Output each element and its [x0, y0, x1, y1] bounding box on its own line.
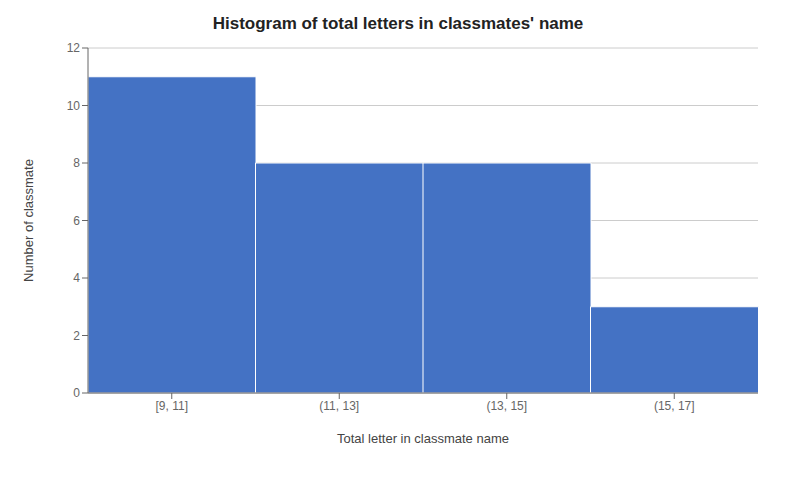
svg-text:Number of classmate: Number of classmate — [21, 159, 36, 282]
svg-text:4: 4 — [73, 271, 80, 285]
svg-text:(11, 13]: (11, 13] — [319, 399, 359, 413]
svg-text:Total letter in classmate name: Total letter in classmate name — [337, 431, 509, 446]
svg-text:10: 10 — [67, 99, 81, 113]
svg-text:12: 12 — [67, 41, 81, 55]
svg-text:6: 6 — [73, 214, 80, 228]
html-text:Histogram of total letters in: Histogram of total letters in classmates… — [212, 14, 584, 33]
svg-text:(13, 15]: (13, 15] — [486, 399, 527, 413]
svg-text:0: 0 — [73, 386, 80, 400]
svg-text:2: 2 — [73, 329, 80, 343]
svg-text:8: 8 — [73, 156, 80, 170]
svg-text:(15, 17]: (15, 17] — [654, 399, 695, 413]
svg-text:[9, 11]: [9, 11] — [156, 399, 188, 413]
